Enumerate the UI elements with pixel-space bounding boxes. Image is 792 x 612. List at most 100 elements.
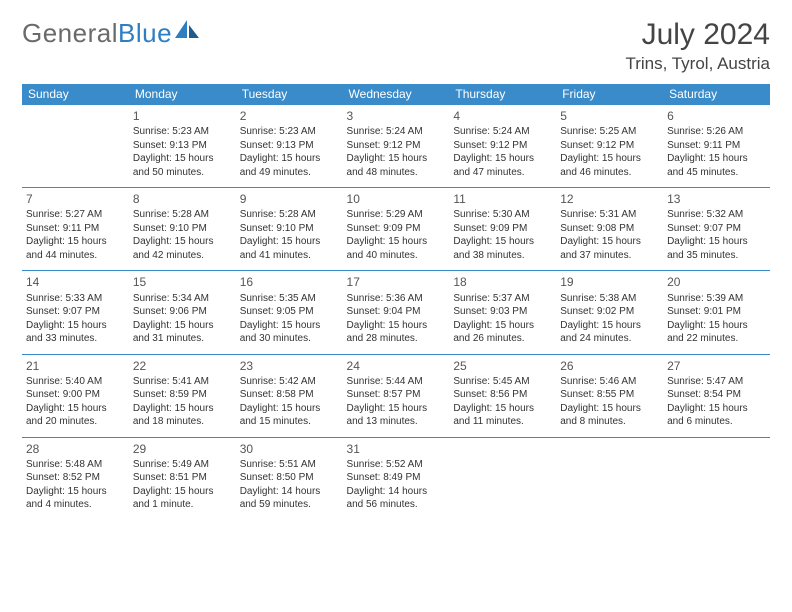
day-detail-line: and 41 minutes. [240,249,339,263]
day-detail-line: Sunrise: 5:33 AM [26,292,125,306]
day-detail-line: and 38 minutes. [453,249,552,263]
day-number: 14 [26,274,125,290]
day-detail-line: Sunset: 8:57 PM [347,388,446,402]
day-detail-line: Daylight: 15 hours [240,235,339,249]
day-detail-line: Daylight: 15 hours [240,319,339,333]
logo-sail-icon [175,16,201,47]
day-detail-line: Sunrise: 5:27 AM [26,208,125,222]
day-number: 27 [667,358,766,374]
day-detail-line: and 59 minutes. [240,498,339,512]
calendar-row: 21Sunrise: 5:40 AMSunset: 9:00 PMDayligh… [22,354,770,437]
day-detail-line: Daylight: 15 hours [347,152,446,166]
day-number: 10 [347,191,446,207]
day-detail-line: Daylight: 15 hours [667,402,766,416]
weekday-header: Thursday [449,84,556,105]
day-detail-line: Daylight: 14 hours [347,485,446,499]
day-detail-line: and 42 minutes. [133,249,232,263]
day-detail-line: Daylight: 15 hours [26,235,125,249]
weekday-header: Wednesday [343,84,450,105]
day-detail-line: and 8 minutes. [560,415,659,429]
day-number: 22 [133,358,232,374]
day-detail-line: Daylight: 15 hours [133,485,232,499]
day-detail-line: Sunset: 9:11 PM [667,139,766,153]
day-detail-line: Daylight: 15 hours [133,402,232,416]
day-detail-line: Sunset: 8:49 PM [347,471,446,485]
calendar-cell: 17Sunrise: 5:36 AMSunset: 9:04 PMDayligh… [343,271,450,354]
logo-text-1: General [22,18,118,49]
calendar-cell: 30Sunrise: 5:51 AMSunset: 8:50 PMDayligh… [236,437,343,520]
calendar-cell: 25Sunrise: 5:45 AMSunset: 8:56 PMDayligh… [449,354,556,437]
day-detail-line: Sunrise: 5:29 AM [347,208,446,222]
day-detail-line: and 22 minutes. [667,332,766,346]
day-detail-line: and 44 minutes. [26,249,125,263]
day-detail-line: Sunset: 8:58 PM [240,388,339,402]
day-detail-line: Sunrise: 5:24 AM [453,125,552,139]
day-detail-line: Daylight: 15 hours [453,152,552,166]
calendar-cell-empty [556,437,663,520]
day-detail-line: Daylight: 15 hours [240,152,339,166]
day-detail-line: Daylight: 15 hours [453,235,552,249]
calendar-cell: 22Sunrise: 5:41 AMSunset: 8:59 PMDayligh… [129,354,236,437]
calendar-cell: 28Sunrise: 5:48 AMSunset: 8:52 PMDayligh… [22,437,129,520]
day-number: 30 [240,441,339,457]
weekday-header: Monday [129,84,236,105]
day-detail-line: Sunset: 9:07 PM [26,305,125,319]
day-detail-line: Sunrise: 5:46 AM [560,375,659,389]
day-detail-line: Sunset: 8:56 PM [453,388,552,402]
location-label: Trins, Tyrol, Austria [625,54,770,74]
day-detail-line: Daylight: 15 hours [453,319,552,333]
day-detail-line: and 1 minute. [133,498,232,512]
day-detail-line: Sunrise: 5:51 AM [240,458,339,472]
calendar-cell: 7Sunrise: 5:27 AMSunset: 9:11 PMDaylight… [22,188,129,271]
weekday-header: Friday [556,84,663,105]
calendar-cell-empty [22,105,129,188]
day-detail-line: and 40 minutes. [347,249,446,263]
calendar-cell: 21Sunrise: 5:40 AMSunset: 9:00 PMDayligh… [22,354,129,437]
calendar-cell: 20Sunrise: 5:39 AMSunset: 9:01 PMDayligh… [663,271,770,354]
calendar-cell: 6Sunrise: 5:26 AMSunset: 9:11 PMDaylight… [663,105,770,188]
day-detail-line: Sunrise: 5:28 AM [133,208,232,222]
day-detail-line: Sunrise: 5:39 AM [667,292,766,306]
calendar-row: 7Sunrise: 5:27 AMSunset: 9:11 PMDaylight… [22,188,770,271]
day-detail-line: Daylight: 15 hours [240,402,339,416]
day-detail-line: Sunrise: 5:32 AM [667,208,766,222]
day-detail-line: and 11 minutes. [453,415,552,429]
month-title: July 2024 [625,18,770,52]
day-detail-line: Sunset: 9:12 PM [347,139,446,153]
day-detail-line: Sunrise: 5:28 AM [240,208,339,222]
day-detail-line: and 4 minutes. [26,498,125,512]
day-detail-line: and 46 minutes. [560,166,659,180]
header: GeneralBlue July 2024 Trins, Tyrol, Aust… [22,18,770,74]
weekday-header: Tuesday [236,84,343,105]
day-detail-line: and 47 minutes. [453,166,552,180]
day-number: 18 [453,274,552,290]
day-detail-line: Sunrise: 5:42 AM [240,375,339,389]
day-detail-line: and 35 minutes. [667,249,766,263]
day-number: 16 [240,274,339,290]
calendar-body: 1Sunrise: 5:23 AMSunset: 9:13 PMDaylight… [22,105,770,520]
day-detail-line: Sunset: 9:08 PM [560,222,659,236]
day-detail-line: Sunrise: 5:26 AM [667,125,766,139]
calendar-cell: 13Sunrise: 5:32 AMSunset: 9:07 PMDayligh… [663,188,770,271]
day-detail-line: Sunset: 8:59 PM [133,388,232,402]
day-detail-line: Daylight: 15 hours [560,402,659,416]
day-detail-line: Sunset: 8:50 PM [240,471,339,485]
calendar-cell: 18Sunrise: 5:37 AMSunset: 9:03 PMDayligh… [449,271,556,354]
calendar-cell: 12Sunrise: 5:31 AMSunset: 9:08 PMDayligh… [556,188,663,271]
day-number: 13 [667,191,766,207]
calendar-cell: 27Sunrise: 5:47 AMSunset: 8:54 PMDayligh… [663,354,770,437]
day-detail-line: Sunrise: 5:52 AM [347,458,446,472]
day-detail-line: Daylight: 15 hours [667,319,766,333]
day-number: 21 [26,358,125,374]
calendar-cell: 23Sunrise: 5:42 AMSunset: 8:58 PMDayligh… [236,354,343,437]
day-detail-line: and 24 minutes. [560,332,659,346]
day-number: 29 [133,441,232,457]
day-detail-line: Sunrise: 5:48 AM [26,458,125,472]
day-detail-line: Sunset: 8:51 PM [133,471,232,485]
day-number: 4 [453,108,552,124]
day-detail-line: Sunset: 9:03 PM [453,305,552,319]
day-detail-line: Sunset: 9:09 PM [453,222,552,236]
day-number: 31 [347,441,446,457]
day-detail-line: Sunrise: 5:41 AM [133,375,232,389]
day-number: 26 [560,358,659,374]
